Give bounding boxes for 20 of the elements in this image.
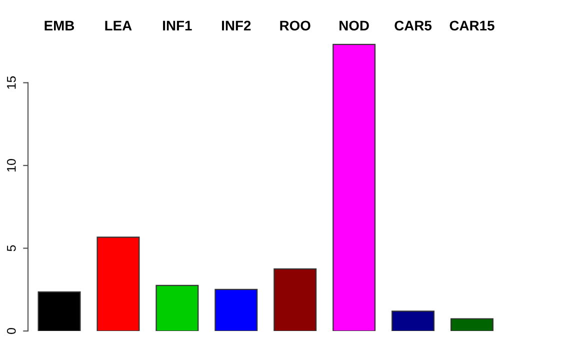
bar (156, 284, 199, 331)
bar (38, 291, 81, 331)
y-tick-label: 10 (6, 159, 16, 172)
y-tick-label: 5 (7, 245, 16, 252)
x-tick-label: CAR15 (450, 20, 494, 31)
x-tick-label: INF2 (222, 20, 251, 30)
bar (332, 44, 376, 331)
bar (214, 288, 258, 331)
x-tick-label: CAR5 (394, 20, 432, 31)
x-tick-label: NOD (340, 20, 369, 31)
bar (96, 236, 140, 331)
bar (392, 310, 435, 331)
x-tick-label: ROO (280, 20, 310, 31)
x-tick-label: EMB (44, 20, 74, 30)
bar (450, 318, 494, 331)
bar (274, 268, 317, 331)
y-tick-label: 15 (7, 76, 16, 89)
y-tick-label: 0 (6, 328, 16, 334)
x-tick-label: LEA (105, 20, 132, 30)
x-tick-label: INF1 (163, 20, 192, 30)
